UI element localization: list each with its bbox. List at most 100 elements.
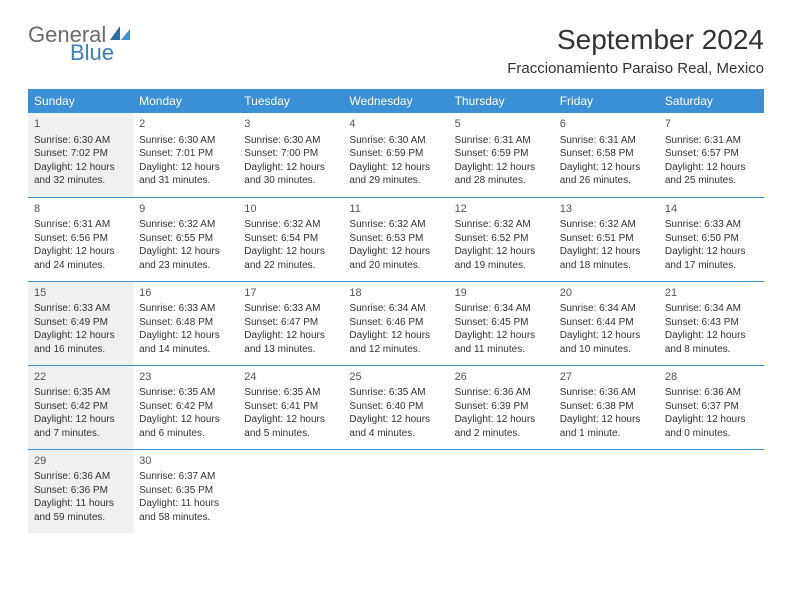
- daylight-text: Daylight: 12 hours: [560, 161, 653, 175]
- day-number: 14: [665, 202, 758, 217]
- sunrise-text: Sunrise: 6:31 AM: [34, 218, 127, 232]
- daylight-text: and 19 minutes.: [455, 259, 548, 273]
- sunrise-text: Sunrise: 6:36 AM: [34, 470, 127, 484]
- day-cell: [659, 449, 764, 533]
- daylight-text: Daylight: 12 hours: [349, 161, 442, 175]
- day-number: 15: [34, 286, 127, 301]
- daylight-text: Daylight: 12 hours: [560, 245, 653, 259]
- sunset-text: Sunset: 6:40 PM: [349, 400, 442, 414]
- daylight-text: and 26 minutes.: [560, 174, 653, 188]
- daylight-text: Daylight: 12 hours: [455, 329, 548, 343]
- week-row: 8Sunrise: 6:31 AMSunset: 6:56 PMDaylight…: [28, 197, 764, 281]
- daylight-text: Daylight: 12 hours: [560, 413, 653, 427]
- day-number: 21: [665, 286, 758, 301]
- daylight-text: and 10 minutes.: [560, 343, 653, 357]
- sunset-text: Sunset: 6:58 PM: [560, 147, 653, 161]
- day-number: 17: [244, 286, 337, 301]
- daylight-text: Daylight: 12 hours: [34, 161, 127, 175]
- sunset-text: Sunset: 6:39 PM: [455, 400, 548, 414]
- daylight-text: Daylight: 12 hours: [139, 329, 232, 343]
- sunrise-text: Sunrise: 6:35 AM: [349, 386, 442, 400]
- day-number: 6: [560, 117, 653, 132]
- day-cell: 18Sunrise: 6:34 AMSunset: 6:46 PMDayligh…: [343, 281, 448, 365]
- daylight-text: Daylight: 12 hours: [139, 161, 232, 175]
- day-cell: 20Sunrise: 6:34 AMSunset: 6:44 PMDayligh…: [554, 281, 659, 365]
- day-cell: 10Sunrise: 6:32 AMSunset: 6:54 PMDayligh…: [238, 197, 343, 281]
- daylight-text: and 28 minutes.: [455, 174, 548, 188]
- day-number: 7: [665, 117, 758, 132]
- sunset-text: Sunset: 6:38 PM: [560, 400, 653, 414]
- day-header-saturday: Saturday: [659, 89, 764, 113]
- daylight-text: and 13 minutes.: [244, 343, 337, 357]
- daylight-text: and 30 minutes.: [244, 174, 337, 188]
- day-cell: [554, 449, 659, 533]
- daylight-text: and 8 minutes.: [665, 343, 758, 357]
- day-number: 23: [139, 370, 232, 385]
- daylight-text: and 31 minutes.: [139, 174, 232, 188]
- day-cell: 6Sunrise: 6:31 AMSunset: 6:58 PMDaylight…: [554, 113, 659, 197]
- day-number: 22: [34, 370, 127, 385]
- day-cell: 25Sunrise: 6:35 AMSunset: 6:40 PMDayligh…: [343, 365, 448, 449]
- sunset-text: Sunset: 6:51 PM: [560, 232, 653, 246]
- day-cell: 22Sunrise: 6:35 AMSunset: 6:42 PMDayligh…: [28, 365, 133, 449]
- day-number: 24: [244, 370, 337, 385]
- sunrise-text: Sunrise: 6:32 AM: [139, 218, 232, 232]
- daylight-text: Daylight: 12 hours: [34, 245, 127, 259]
- sunset-text: Sunset: 6:49 PM: [34, 316, 127, 330]
- sunrise-text: Sunrise: 6:30 AM: [349, 134, 442, 148]
- daylight-text: and 32 minutes.: [34, 174, 127, 188]
- day-cell: [238, 449, 343, 533]
- sunset-text: Sunset: 6:37 PM: [665, 400, 758, 414]
- day-number: 26: [455, 370, 548, 385]
- sunset-text: Sunset: 6:42 PM: [34, 400, 127, 414]
- sunset-text: Sunset: 6:35 PM: [139, 484, 232, 498]
- day-cell: 30Sunrise: 6:37 AMSunset: 6:35 PMDayligh…: [133, 449, 238, 533]
- day-header-wednesday: Wednesday: [343, 89, 448, 113]
- title-block: September 2024 Fraccionamiento Paraiso R…: [507, 24, 764, 77]
- day-cell: 19Sunrise: 6:34 AMSunset: 6:45 PMDayligh…: [449, 281, 554, 365]
- daylight-text: and 4 minutes.: [349, 427, 442, 441]
- sunrise-text: Sunrise: 6:34 AM: [349, 302, 442, 316]
- day-cell: 1Sunrise: 6:30 AMSunset: 7:02 PMDaylight…: [28, 113, 133, 197]
- week-row: 1Sunrise: 6:30 AMSunset: 7:02 PMDaylight…: [28, 113, 764, 197]
- sunset-text: Sunset: 6:44 PM: [560, 316, 653, 330]
- sunset-text: Sunset: 6:42 PM: [139, 400, 232, 414]
- daylight-text: and 7 minutes.: [34, 427, 127, 441]
- daylight-text: and 20 minutes.: [349, 259, 442, 273]
- day-number: 29: [34, 454, 127, 469]
- week-row: 29Sunrise: 6:36 AMSunset: 6:36 PMDayligh…: [28, 449, 764, 533]
- day-number: 5: [455, 117, 548, 132]
- week-row: 22Sunrise: 6:35 AMSunset: 6:42 PMDayligh…: [28, 365, 764, 449]
- day-number: 30: [139, 454, 232, 469]
- daylight-text: and 17 minutes.: [665, 259, 758, 273]
- sunrise-text: Sunrise: 6:35 AM: [34, 386, 127, 400]
- daylight-text: Daylight: 12 hours: [244, 413, 337, 427]
- sunrise-text: Sunrise: 6:37 AM: [139, 470, 232, 484]
- day-cell: 17Sunrise: 6:33 AMSunset: 6:47 PMDayligh…: [238, 281, 343, 365]
- sunrise-text: Sunrise: 6:31 AM: [665, 134, 758, 148]
- daylight-text: Daylight: 11 hours: [139, 497, 232, 511]
- location-text: Fraccionamiento Paraiso Real, Mexico: [507, 60, 764, 77]
- daylight-text: Daylight: 12 hours: [34, 329, 127, 343]
- daylight-text: and 29 minutes.: [349, 174, 442, 188]
- daylight-text: Daylight: 12 hours: [244, 161, 337, 175]
- daylight-text: and 16 minutes.: [34, 343, 127, 357]
- sunset-text: Sunset: 6:59 PM: [349, 147, 442, 161]
- daylight-text: Daylight: 12 hours: [455, 245, 548, 259]
- day-number: 20: [560, 286, 653, 301]
- day-cell: 14Sunrise: 6:33 AMSunset: 6:50 PMDayligh…: [659, 197, 764, 281]
- day-header-tuesday: Tuesday: [238, 89, 343, 113]
- day-cell: 3Sunrise: 6:30 AMSunset: 7:00 PMDaylight…: [238, 113, 343, 197]
- daylight-text: and 18 minutes.: [560, 259, 653, 273]
- daylight-text: and 14 minutes.: [139, 343, 232, 357]
- daylight-text: Daylight: 12 hours: [139, 413, 232, 427]
- day-number: 1: [34, 117, 127, 132]
- day-cell: 13Sunrise: 6:32 AMSunset: 6:51 PMDayligh…: [554, 197, 659, 281]
- daylight-text: Daylight: 12 hours: [244, 329, 337, 343]
- day-number: 27: [560, 370, 653, 385]
- day-header-friday: Friday: [554, 89, 659, 113]
- sunset-text: Sunset: 6:59 PM: [455, 147, 548, 161]
- day-number: 25: [349, 370, 442, 385]
- sunrise-text: Sunrise: 6:35 AM: [139, 386, 232, 400]
- daylight-text: and 58 minutes.: [139, 511, 232, 525]
